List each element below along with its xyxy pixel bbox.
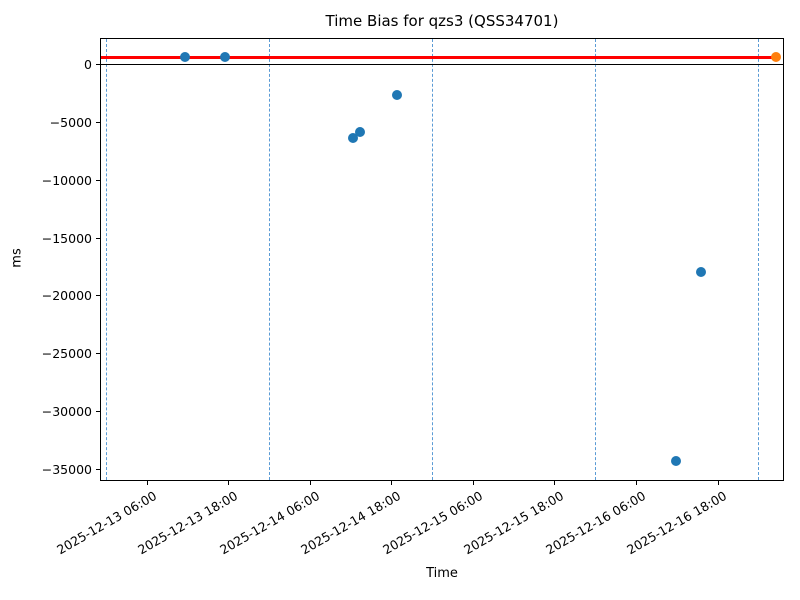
latest-point xyxy=(770,52,781,63)
y-tick-label: 0 xyxy=(84,57,92,73)
x-tick xyxy=(554,481,556,485)
data-point xyxy=(696,266,707,277)
zero-line xyxy=(101,64,783,66)
x-tick xyxy=(635,481,637,485)
y-tick-label: −10000 xyxy=(41,172,92,188)
chart-title: Time Bias for qzs3 (QSS34701) xyxy=(325,12,559,30)
y-tick-label: −5000 xyxy=(49,114,92,130)
data-point xyxy=(180,52,191,63)
y-tick xyxy=(96,64,100,66)
day-gridline xyxy=(269,39,271,480)
data-point xyxy=(392,90,403,101)
y-tick-label: −20000 xyxy=(41,288,92,304)
data-point xyxy=(671,455,681,466)
y-axis-label: ms xyxy=(9,248,25,268)
y-tick xyxy=(96,121,100,123)
y-tick xyxy=(96,411,100,413)
y-tick-label: −30000 xyxy=(41,404,92,420)
day-gridline xyxy=(595,39,597,480)
x-tick xyxy=(391,481,393,485)
current-bias-line xyxy=(101,56,776,59)
y-tick-label: −25000 xyxy=(41,346,92,362)
y-tick xyxy=(96,468,100,470)
y-tick xyxy=(96,353,100,355)
x-tick xyxy=(309,481,311,485)
plot-area xyxy=(100,38,784,481)
data-point xyxy=(348,133,359,144)
y-tick xyxy=(96,295,100,297)
x-axis-label: Time xyxy=(426,566,458,581)
y-tick-label: −35000 xyxy=(41,461,92,477)
x-tick xyxy=(228,481,230,485)
y-tick xyxy=(96,179,100,181)
data-point xyxy=(220,52,231,63)
x-tick xyxy=(717,481,719,485)
x-tick xyxy=(472,481,474,485)
day-gridline xyxy=(758,39,760,480)
day-gridline xyxy=(106,39,108,480)
y-tick-label: −15000 xyxy=(41,230,92,246)
day-gridline xyxy=(432,39,434,480)
x-tick xyxy=(146,481,148,485)
y-tick xyxy=(96,237,100,239)
data-point xyxy=(354,127,365,138)
